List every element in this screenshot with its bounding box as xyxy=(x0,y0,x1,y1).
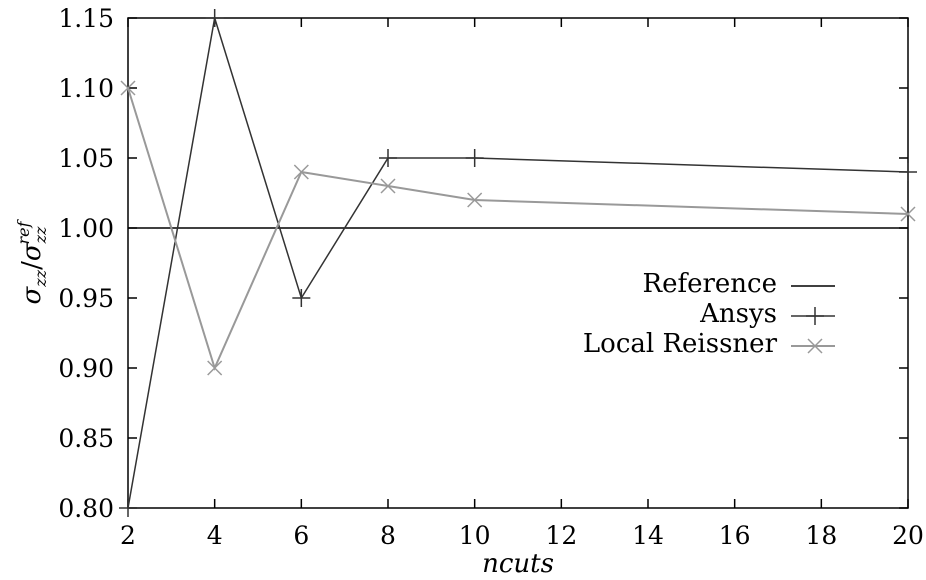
data-point xyxy=(292,289,311,307)
legend-entry-ansys: Ansys xyxy=(699,299,835,329)
y-tick-label: 0.90 xyxy=(58,354,114,383)
data-point xyxy=(899,163,917,181)
data-point xyxy=(380,178,396,194)
legend-marker-ansys xyxy=(806,307,824,325)
legend: Reference Ansys Local Reissner xyxy=(583,269,835,359)
axis-ticks xyxy=(127,17,909,509)
x-axis-title: ncuts xyxy=(482,549,554,579)
y-tick-label: 1.10 xyxy=(58,74,114,103)
legend-entry-local-reissner: Local Reissner xyxy=(583,329,835,359)
y-tick-label: 1.15 xyxy=(58,4,114,33)
x-tick-label: 2 xyxy=(120,521,136,550)
series-local-reissner xyxy=(120,80,916,376)
data-point xyxy=(379,149,397,167)
data-point xyxy=(293,164,309,180)
series-line-ansys xyxy=(127,17,909,509)
y-tick-label: 0.80 xyxy=(58,494,114,523)
data-point xyxy=(900,206,916,222)
y-tick-label: 1.05 xyxy=(58,144,114,173)
plot-frame xyxy=(127,17,909,509)
x-tick-label: 8 xyxy=(380,521,396,550)
legend-marker-local-reissner xyxy=(807,338,823,354)
series-line-local-reissner xyxy=(127,87,909,371)
y-tick-label: 1.00 xyxy=(58,214,114,243)
y-axis-title: σzz/σzzref xyxy=(14,218,50,304)
legend-label-local-reissner: Local Reissner xyxy=(583,329,778,359)
legend-label-ansys: Ansys xyxy=(699,299,777,329)
data-point xyxy=(207,360,223,376)
data-point xyxy=(120,80,136,96)
x-tick-label: 20 xyxy=(892,521,924,550)
y-tick-label: 0.95 xyxy=(58,284,114,313)
x-tick-label: 12 xyxy=(545,521,577,550)
data-point xyxy=(467,192,483,208)
x-tick-label: 4 xyxy=(207,521,223,550)
series-ansys xyxy=(119,9,917,517)
x-tick-label: 16 xyxy=(719,521,751,550)
data-point xyxy=(465,149,484,167)
x-tick-label: 10 xyxy=(459,521,491,550)
tick-labels: 2 4 6 8 10 12 14 16 18 20 0.80 0.85 0.90 0.95 1.00 1.05… xyxy=(58,4,924,550)
x-tick-label: 6 xyxy=(293,521,309,550)
y-tick-label: 0.85 xyxy=(58,424,114,453)
data-point xyxy=(205,9,224,27)
legend-entry-reference: Reference xyxy=(643,269,835,299)
series-layer xyxy=(119,9,917,517)
x-tick-label: 14 xyxy=(632,521,664,550)
data-point xyxy=(119,499,137,517)
legend-label-reference: Reference xyxy=(643,269,777,299)
x-tick-label: 18 xyxy=(805,521,837,550)
